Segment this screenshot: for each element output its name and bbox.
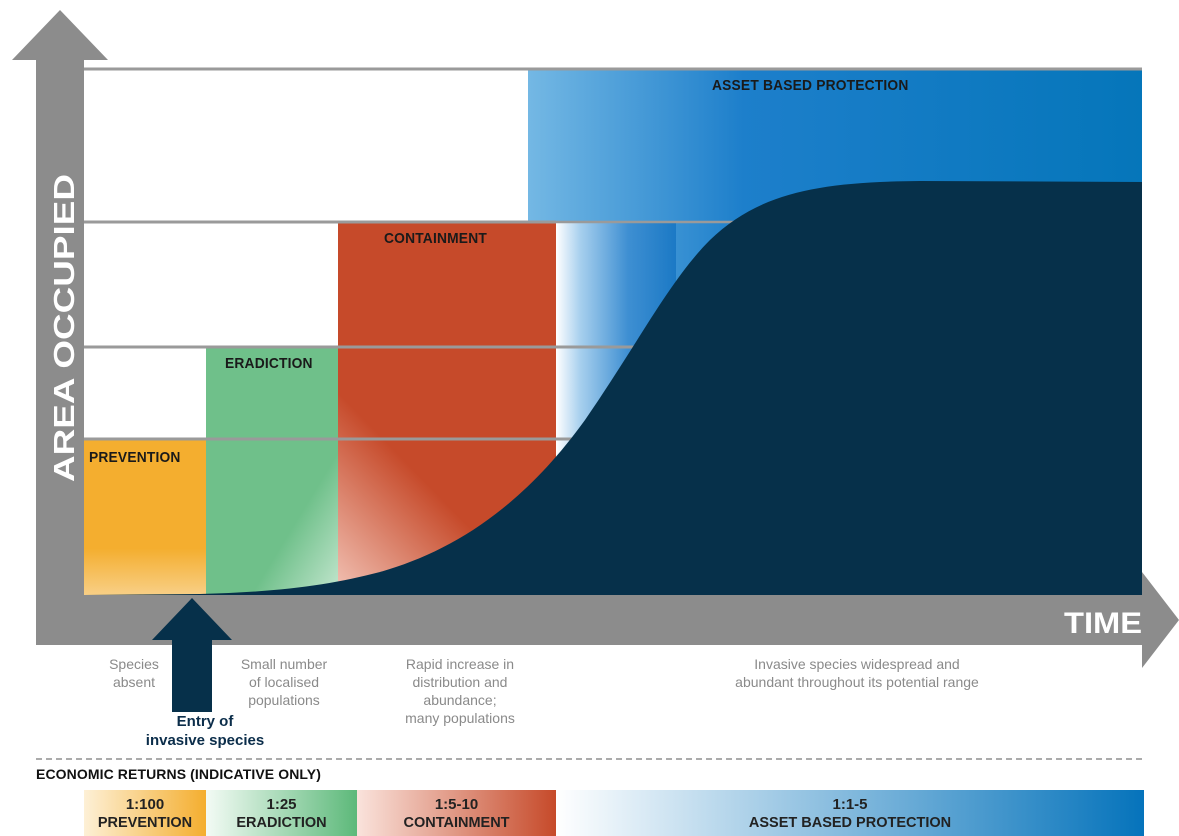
label-prevention: PREVENTION <box>89 449 181 466</box>
desc-eradication: Small number of localised populations <box>240 656 328 708</box>
entry-arrow <box>152 598 232 712</box>
entry-label: Entry of invasive species <box>145 713 265 749</box>
return-containment: 1:5-10 CONTAINMENT <box>357 796 556 832</box>
economic-returns-title: ECONOMIC RETURNS (INDICATIVE ONLY) <box>36 766 321 782</box>
return-band-eradication <box>206 790 357 836</box>
return-name-asset: ASSET BASED PROTECTION <box>748 815 952 831</box>
return-name-eradication: ERADICTION <box>236 815 327 831</box>
return-ratio-asset: 1:1-5 <box>832 796 868 813</box>
y-axis-label: AREA OCCUPIED <box>49 174 81 482</box>
return-eradication: 1:25 ERADICTION <box>206 796 357 832</box>
return-ratio-eradication: 1:25 <box>266 796 297 813</box>
desc-containment: Rapid increase in distribution and abund… <box>405 656 515 726</box>
desc-prevention: Species absent <box>109 656 159 690</box>
label-eradication: ERADICTION <box>225 355 313 372</box>
return-band-asset <box>556 790 1144 836</box>
return-ratio-prevention: 1:100 <box>125 796 165 813</box>
x-axis-label: TIME <box>1064 607 1142 640</box>
eradication-block <box>206 347 357 595</box>
return-prevention: 1:100 PREVENTION <box>84 796 206 832</box>
return-name-prevention: PREVENTION <box>97 815 193 831</box>
return-band-prevention <box>84 790 206 836</box>
return-name-containment: CONTAINMENT <box>403 815 510 831</box>
y-axis-arrowhead <box>12 10 108 60</box>
invasion-curve <box>84 181 1142 595</box>
return-ratio-containment: 1:5-10 <box>434 796 479 813</box>
label-containment: CONTAINMENT <box>384 230 487 247</box>
y-axis-shaft <box>36 60 84 642</box>
label-asset-protection: ASSET BASED PROTECTION <box>712 77 909 94</box>
desc-asset: Invasive species widespread and abundant… <box>735 656 979 690</box>
x-axis-arrowhead <box>1142 572 1179 668</box>
return-asset: 1:1-5 ASSET BASED PROTECTION <box>556 796 1144 832</box>
return-band-containment <box>357 790 556 836</box>
prevention-block <box>84 440 206 595</box>
